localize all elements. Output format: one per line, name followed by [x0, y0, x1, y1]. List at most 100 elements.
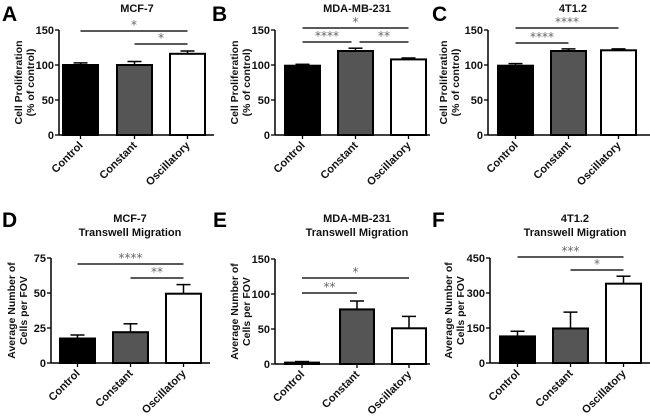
- y-tick-label: 100: [252, 60, 270, 72]
- x-tick-label: Oscillatory: [365, 368, 414, 417]
- bar-constant: [552, 327, 589, 365]
- bar-oscillatory: [391, 327, 427, 365]
- y-tick-label: 150: [252, 254, 270, 266]
- y-tick-label: 75: [34, 253, 46, 265]
- chart-title: MCF-7: [120, 3, 154, 15]
- significance-label: *: [353, 265, 359, 279]
- y-tick-label: 150: [36, 25, 54, 37]
- x-tick-label: Constant: [318, 139, 360, 181]
- y-axis-label: (% of control): [25, 49, 37, 117]
- bar-oscillatory: [605, 282, 642, 364]
- bar-constant: [116, 64, 153, 136]
- panel-a: A MCF-7 Cell Proliferation (% of control) 0 5…: [2, 3, 214, 188]
- y-tick-label: 50: [471, 95, 483, 107]
- y-tick-label: 25: [34, 323, 46, 335]
- bar-oscillatory: [600, 49, 637, 136]
- chart-title: Transwell Migration: [79, 227, 182, 239]
- y-tick-label: 0: [264, 359, 270, 371]
- significance-label: *: [594, 257, 600, 271]
- y-axis-label: Average Number of: [6, 262, 18, 359]
- panel-letter: B: [212, 3, 227, 26]
- x-tick-label: Constant: [531, 139, 573, 181]
- y-axis-label: Average Number of: [229, 263, 241, 360]
- x-tick-label: Control: [271, 369, 307, 405]
- chart-title: 4T1.2: [561, 213, 589, 225]
- significance-label: ****: [315, 29, 339, 43]
- significance-label: **: [378, 29, 390, 43]
- significance-label: **: [324, 280, 336, 294]
- y-tick-label: 0: [479, 358, 485, 370]
- bar-constant: [112, 331, 149, 365]
- x-tick-label: Control: [484, 140, 520, 176]
- chart-title: MCF-7: [113, 213, 147, 225]
- significance-label: *: [131, 18, 137, 32]
- significance-label: *: [158, 31, 164, 45]
- panel-c: C 4T1.2 Cell Proliferation (% of control) 0 5…: [432, 3, 650, 188]
- y-axis-label: Cells per FOV: [455, 276, 467, 345]
- y-axis-label: Cells per FOV: [241, 277, 253, 346]
- bar-oscillatory: [390, 58, 427, 136]
- bar-oscillatory: [169, 52, 206, 136]
- panel-f: F 4T1.2 Transwell Migration Average Number …: [432, 209, 650, 416]
- significance-label: ****: [119, 251, 143, 265]
- bar-control: [59, 337, 96, 364]
- y-tick-label: 50: [258, 324, 270, 336]
- x-tick-label: Constant: [93, 367, 135, 409]
- bar-control: [284, 64, 321, 136]
- y-axis-label: Average Number of: [443, 262, 455, 359]
- bar-control: [499, 335, 536, 364]
- y-tick-label: 0: [48, 130, 54, 142]
- significance-label: ****: [530, 30, 554, 44]
- y-tick-label: 50: [258, 95, 270, 107]
- panel-letter: C: [432, 3, 447, 26]
- panel-b: B MDA-MB-231 Cell Proliferation (% of contr…: [212, 3, 430, 188]
- bar-control: [62, 64, 99, 136]
- significance-label: *: [353, 15, 359, 29]
- bar-constant: [339, 308, 375, 365]
- y-tick-label: 0: [477, 130, 483, 142]
- y-axis-label: Cell Proliferation: [438, 40, 450, 124]
- x-tick-label: Control: [271, 140, 307, 176]
- y-tick-label: 0: [264, 130, 270, 142]
- y-tick-label: 50: [34, 288, 46, 300]
- x-tick-label: Oscillatory: [575, 139, 624, 188]
- x-tick-label: Constant: [97, 139, 139, 181]
- y-tick-label: 0: [40, 358, 46, 370]
- y-tick-label: 150: [465, 25, 483, 37]
- chart-title: MDA-MB-231: [323, 213, 391, 225]
- x-tick-label: Control: [49, 140, 85, 176]
- bar-constant: [337, 50, 374, 136]
- y-tick-label: 100: [465, 60, 483, 72]
- y-axis-label: Cell Proliferation: [13, 40, 25, 124]
- chart-title: Transwell Migration: [306, 227, 409, 239]
- significance-label: ***: [562, 244, 580, 258]
- panel-e: E MDA-MB-231 Transwell Migration Average Nu…: [213, 209, 430, 417]
- significance-label: **: [151, 265, 163, 279]
- y-axis-label: Cell Proliferation: [229, 40, 241, 124]
- x-tick-label: Control: [486, 368, 522, 404]
- x-tick-label: Oscillatory: [580, 367, 629, 416]
- x-tick-label: Control: [46, 368, 82, 404]
- bar-control: [497, 64, 534, 136]
- x-tick-label: Constant: [533, 367, 575, 409]
- bar-constant: [550, 50, 587, 136]
- panel-letter: F: [432, 209, 445, 232]
- y-tick-label: 150: [252, 25, 270, 37]
- y-axis-label: (% of control): [450, 49, 462, 117]
- x-tick-label: Oscillatory: [144, 139, 193, 188]
- x-tick-label: Constant: [320, 368, 362, 410]
- bar-control: [284, 361, 320, 366]
- chart-title: Transwell Migration: [524, 227, 627, 239]
- y-tick-label: 450: [467, 253, 485, 265]
- panel-d: D MCF-7 Transwell Migration Average Number …: [2, 209, 210, 416]
- significance-label: ****: [555, 15, 579, 29]
- x-tick-label: Oscillatory: [140, 367, 189, 416]
- x-tick-label: Oscillatory: [365, 139, 414, 188]
- y-tick-label: 150: [467, 323, 485, 335]
- chart-title: MDA-MB-231: [323, 3, 391, 15]
- panel-letter: D: [2, 209, 17, 232]
- panel-letter: E: [213, 209, 227, 232]
- y-tick-label: 300: [467, 288, 485, 300]
- y-axis-label: Cells per FOV: [18, 276, 30, 345]
